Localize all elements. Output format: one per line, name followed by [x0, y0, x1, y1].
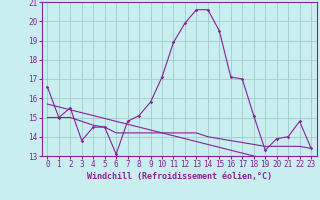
X-axis label: Windchill (Refroidissement éolien,°C): Windchill (Refroidissement éolien,°C) — [87, 172, 272, 181]
